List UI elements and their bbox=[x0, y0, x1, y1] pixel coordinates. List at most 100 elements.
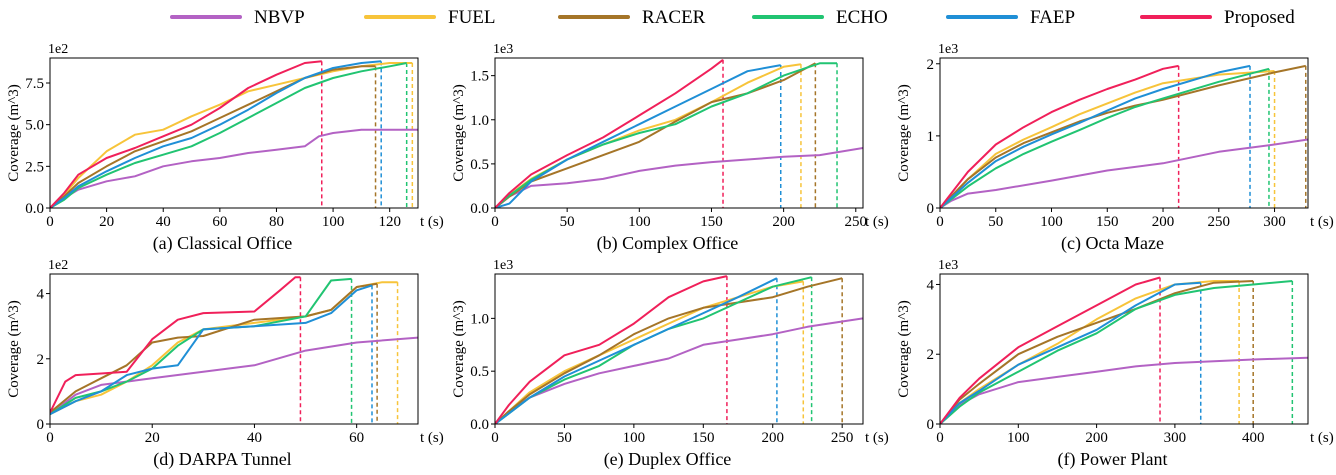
chart-panel-5: 1e3 Coverage (m^3) 0.0 0.5 1.0 0 50 100 150 200 25… bbox=[445, 252, 890, 472]
x-tick-label: 40 bbox=[247, 430, 262, 446]
series-line-nbvp bbox=[50, 336, 418, 415]
panel-caption: (c) Octa Maze bbox=[1061, 233, 1164, 253]
y-tick-label: 7.5 bbox=[25, 76, 44, 92]
y-tick-label: 0.5 bbox=[470, 364, 489, 380]
x-tick-label: 100 bbox=[1040, 214, 1063, 230]
plot-area bbox=[940, 64, 1308, 208]
panel-caption: (b) Complex Office bbox=[596, 233, 739, 253]
y-axis-label: Coverage (m^3) bbox=[896, 300, 912, 397]
x-tick-label: 400 bbox=[1242, 430, 1265, 446]
plot-area bbox=[50, 276, 418, 424]
y-tick-label: 1.0 bbox=[470, 311, 489, 327]
x-tick-label: 60 bbox=[212, 214, 227, 230]
y-tick-label: 1.0 bbox=[470, 113, 489, 129]
x-tick-label: 40 bbox=[156, 214, 171, 230]
chart-panel-1: 1e2 Coverage (m^3) 0.0 2.5 5.0 7.5 0 20 40 60 80 10… bbox=[0, 36, 445, 256]
x-tick-label: 60 bbox=[349, 430, 364, 446]
x-tick-label: 20 bbox=[145, 430, 160, 446]
x-tick-label: 150 bbox=[700, 214, 723, 230]
x-tick-label: 150 bbox=[692, 430, 715, 446]
series-line-proposed bbox=[495, 59, 724, 208]
series-line-fuel bbox=[495, 280, 804, 424]
y-tick-label: 0.5 bbox=[470, 157, 489, 173]
x-tick-label: 150 bbox=[1096, 214, 1119, 230]
chart-panel-6: 1e3 Coverage (m^3) 0 2 4 0 100 200 300 400 t (s) (f… bbox=[890, 252, 1335, 472]
plot-area bbox=[940, 276, 1308, 424]
x-tick-label: 50 bbox=[557, 430, 572, 446]
x-tick-label: 250 bbox=[831, 430, 854, 446]
chart-svg: 1e3 Coverage (m^3) 0 2 4 0 100 200 300 400 t (s) bbox=[896, 258, 1334, 446]
y-axis-label: Coverage (m^3) bbox=[6, 300, 22, 397]
series-line-fuel bbox=[940, 280, 1240, 424]
x-tick-label: 100 bbox=[1007, 430, 1030, 446]
series-line-nbvp bbox=[940, 138, 1308, 208]
x-tick-label: 120 bbox=[378, 214, 401, 230]
x-tick-label: 250 bbox=[1208, 214, 1231, 230]
panel-caption: (f) Power Plant bbox=[1057, 449, 1168, 469]
series-line-faep bbox=[495, 277, 778, 424]
axis-exponent-label: 1e3 bbox=[493, 42, 513, 57]
y-tick-label: 4 bbox=[37, 287, 45, 303]
legend-label-echo: ECHO bbox=[836, 7, 888, 28]
axes-frame bbox=[49, 273, 419, 425]
series-line-faep bbox=[940, 64, 1251, 208]
legend-label-faep: FAEP bbox=[1030, 7, 1076, 28]
series-line-proposed bbox=[940, 276, 1161, 424]
y-axis-label: Coverage (m^3) bbox=[451, 300, 467, 397]
y-axis-label: Coverage (m^3) bbox=[6, 84, 22, 181]
axis-exponent-label: 1e2 bbox=[48, 42, 68, 57]
series-line-racer bbox=[940, 64, 1307, 208]
legend-swatch-echo bbox=[752, 15, 824, 19]
x-tick-label: 300 bbox=[1263, 214, 1286, 230]
x-axis-label: t (s) bbox=[420, 430, 444, 446]
y-tick-label: 0.0 bbox=[470, 417, 489, 433]
y-tick-label: 1 bbox=[927, 129, 935, 145]
x-tick-label: 0 bbox=[46, 430, 54, 446]
axes-frame bbox=[939, 273, 1309, 425]
series-line-echo bbox=[50, 62, 407, 208]
x-tick-label: 50 bbox=[560, 214, 575, 230]
x-tick-label: 200 bbox=[761, 430, 784, 446]
x-tick-label: 200 bbox=[1085, 430, 1108, 446]
x-axis-label: t (s) bbox=[865, 214, 889, 230]
series-line-proposed bbox=[50, 60, 322, 208]
series-line-fuel bbox=[50, 62, 413, 208]
chart-svg: 1e3 Coverage (m^3) 0.0 0.5 1.0 0 50 100 150 200 25… bbox=[451, 258, 889, 446]
y-tick-label: 0.0 bbox=[25, 201, 44, 217]
plot-area bbox=[495, 275, 863, 424]
x-tick-label: 100 bbox=[623, 430, 646, 446]
series-line-fuel bbox=[940, 70, 1275, 208]
x-tick-label: 200 bbox=[1152, 214, 1175, 230]
series-line-echo bbox=[495, 62, 837, 208]
x-tick-label: 20 bbox=[99, 214, 114, 230]
series-line-echo bbox=[50, 277, 352, 416]
y-tick-label: 2 bbox=[927, 347, 935, 363]
series-line-nbvp bbox=[495, 147, 863, 208]
plot-area bbox=[495, 59, 863, 208]
y-tick-label: 5.0 bbox=[25, 118, 44, 134]
x-axis-label: t (s) bbox=[420, 214, 444, 230]
y-tick-label: 0 bbox=[927, 201, 935, 217]
x-tick-label: 0 bbox=[936, 430, 944, 446]
legend-swatch-nbvp bbox=[170, 15, 242, 19]
series-line-faep bbox=[495, 64, 781, 208]
legend-swatch-racer bbox=[558, 15, 630, 19]
x-tick-label: 0 bbox=[46, 214, 54, 230]
legend-label-fuel: FUEL bbox=[448, 7, 496, 28]
panel-caption: (a) Classical Office bbox=[152, 233, 293, 253]
x-tick-label: 0 bbox=[491, 430, 499, 446]
legend-label-proposed: Proposed bbox=[1224, 7, 1295, 28]
legend-swatch-proposed bbox=[1140, 15, 1212, 19]
x-tick-label: 100 bbox=[322, 214, 345, 230]
axis-exponent-label: 1e3 bbox=[938, 258, 958, 273]
y-tick-label: 2 bbox=[927, 57, 935, 73]
axis-exponent-label: 1e2 bbox=[48, 258, 68, 273]
chart-panel-3: 1e3 Coverage (m^3) 0 1 2 0 50 100 150 200 250 300 t … bbox=[890, 36, 1335, 256]
x-tick-label: 300 bbox=[1164, 430, 1187, 446]
panel-caption: (e) Duplex Office bbox=[603, 449, 732, 469]
legend: NBVP FUEL RACER ECHO FAEP Proposed bbox=[0, 0, 1336, 36]
legend-swatch-faep bbox=[946, 15, 1018, 19]
axis-exponent-label: 1e3 bbox=[493, 258, 513, 273]
